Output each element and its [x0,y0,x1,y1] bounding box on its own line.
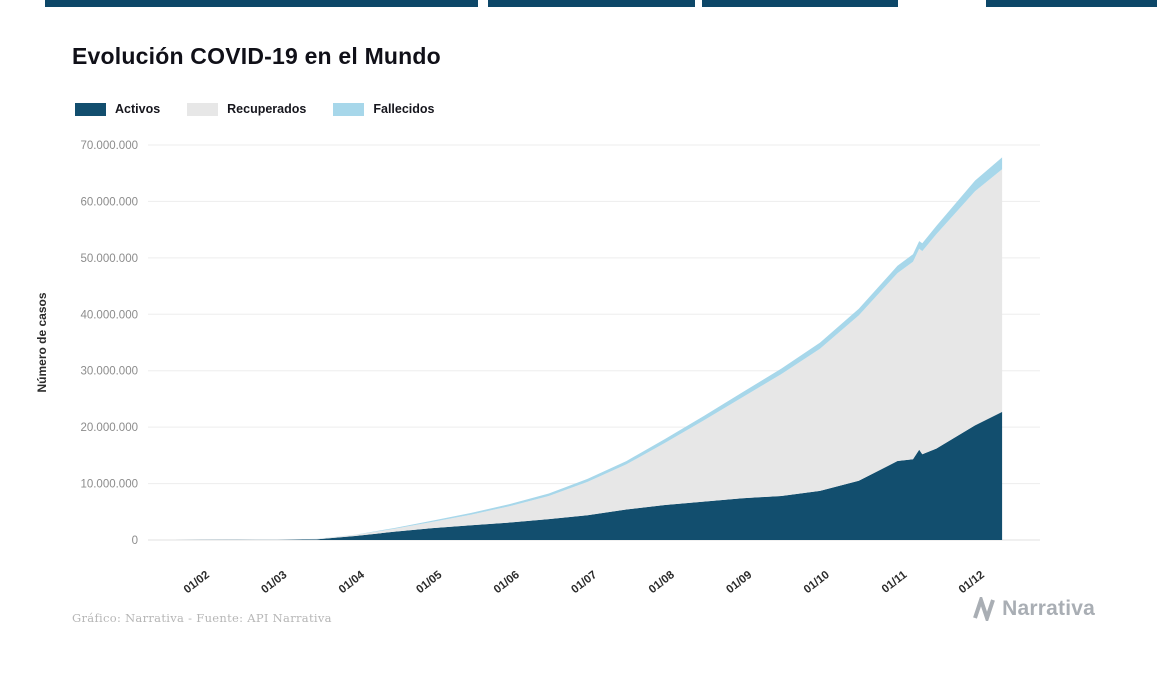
activos-color-swatch [75,102,106,116]
y-axis-title: Número de casos [35,292,49,392]
legend-label-fallecidos: Fallecidos [373,102,435,116]
top-strip-segment [702,0,898,7]
x-tick-label: 01/12 [957,569,987,596]
x-tick-label: 01/10 [802,569,832,596]
area-recuperados [172,169,1003,541]
y-tick-label: 20.000.000 [80,422,138,434]
legend-item-recuperados: Recuperados [187,102,306,116]
legend-label-activos: Activos [115,102,161,116]
x-tick-label: 01/04 [337,569,368,597]
y-tick-label: 50.000.000 [80,253,138,265]
y-tick-label: 30.000.000 [80,366,138,378]
y-tick-label: 0 [132,535,138,547]
y-tick-label: 10.000.000 [80,479,138,491]
top-strip-segment [488,0,695,7]
legend-item-fallecidos: Fallecidos [333,102,435,116]
y-tick-label: 40.000.000 [80,309,138,321]
x-tick-label: 01/07 [569,569,599,596]
chart-credit: Gráfico: Narrativa - Fuente: API Narrati… [72,611,332,625]
area-activos [172,411,1003,540]
y-tick-label: 70.000.000 [80,140,138,152]
x-tick-label: 01/05 [414,569,445,597]
x-tick-label: 01/03 [259,569,289,596]
fallecidos-color-swatch [333,102,365,116]
legend-item-activos: Activos [75,102,160,116]
x-tick-label: 01/06 [492,569,522,596]
top-strip-segment [45,0,478,7]
x-tick-label: 01/08 [647,569,678,597]
chart-legend: Activos Recuperados Fallecidos [75,102,435,116]
narrativa-n-icon [973,597,996,621]
y-tick-label: 60.000.000 [80,196,138,208]
narrativa-brand-text: Narrativa [1002,597,1095,620]
x-tick-label: 01/09 [724,569,754,596]
top-strip-segment [986,0,1157,7]
legend-label-recuperados: Recuperados [227,102,307,116]
narrativa-logo: Narrativa [972,597,1095,621]
recuperados-color-swatch [187,102,219,116]
chart-title: Evolución COVID-19 en el Mundo [72,43,441,69]
x-tick-label: 01/02 [182,569,212,596]
x-tick-label: 01/11 [880,569,910,596]
